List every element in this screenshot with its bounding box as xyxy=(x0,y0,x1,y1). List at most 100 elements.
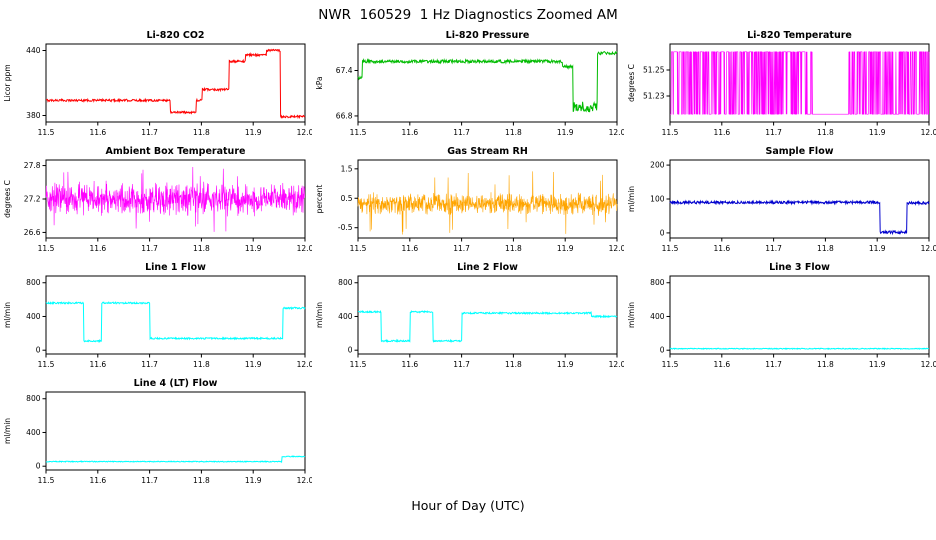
x-tick-label: 11.5 xyxy=(662,360,679,369)
x-tick-label: 11.6 xyxy=(89,244,106,253)
chart-line-2-flow: Line 2 Flow ml/min 11.5 11.6 11.7 11.8 11.9 12.… xyxy=(315,262,626,369)
x-tick-label: 11.5 xyxy=(38,476,55,485)
x-tick-label: 11.5 xyxy=(38,244,55,253)
panel-line-1-flow: Line 1 Flow ml/min 11.5 11.6 11.7 11.8 11.9 12.… xyxy=(0,260,314,376)
x-tick-label: 11.6 xyxy=(713,244,730,253)
panel-title: Ambient Box Temperature xyxy=(106,146,246,157)
x-axis-label: Hour of Day (UTC) xyxy=(411,498,525,513)
panel-li-820-co2: Li-820 CO2 Licor ppm 11.5 11.6 11.7 11.8 11.9 1… xyxy=(0,28,314,144)
y-tick-label: -0.5 xyxy=(338,223,353,232)
panel-li-820-pressure: Li-820 Pressure kPa 11.5 11.6 11.7 11.8 11.9 12… xyxy=(312,28,626,144)
axes: 11.5 11.6 11.7 11.8 11.9 12.0 66.8 67.4 xyxy=(336,43,626,137)
y-tick-label: 200 xyxy=(650,161,665,170)
data-series xyxy=(357,171,618,235)
y-tick-label: 800 xyxy=(338,278,353,287)
x-tick-label: 11.7 xyxy=(765,360,782,369)
x-tick-label: 12.0 xyxy=(609,128,624,137)
x-tick-label: 12.0 xyxy=(921,244,936,253)
x-tick-label: 11.7 xyxy=(141,476,158,485)
panel-title: Li-820 CO2 xyxy=(146,30,204,41)
axes: 11.5 11.6 11.7 11.8 11.9 12.0 0 400 800 xyxy=(26,275,314,369)
x-tick-label: 11.8 xyxy=(193,128,210,137)
x-tick-label: 11.8 xyxy=(505,244,522,253)
x-tick-label: 12.0 xyxy=(297,128,312,137)
main-title: NWR 160529 1 Hz Diagnostics Zoomed AM xyxy=(318,7,618,23)
y-axis-unit-label: degrees C xyxy=(3,180,12,218)
x-tick-label: 11.9 xyxy=(557,128,574,137)
axes: 11.5 11.6 11.7 11.8 11.9 12.0 0 400 800 xyxy=(650,275,936,369)
x-tick-label: 11.7 xyxy=(141,360,158,369)
y-tick-label: 27.2 xyxy=(24,195,41,204)
axes: 11.5 11.6 11.7 11.8 11.9 12.0 0 400 800 xyxy=(338,275,626,369)
x-tick-label: 11.9 xyxy=(869,128,886,137)
axes: 11.5 11.6 11.7 11.8 11.9 12.0 0 100 200 xyxy=(650,159,936,253)
axes: 11.5 11.6 11.7 11.8 11.9 12.0 51.23 51.25 xyxy=(643,43,936,137)
x-tick-label: 11.7 xyxy=(141,244,158,253)
x-tick-label: 11.6 xyxy=(401,360,418,369)
x-tick-label: 11.8 xyxy=(193,476,210,485)
x-tick-label: 11.8 xyxy=(505,360,522,369)
panel-title: Line 1 Flow xyxy=(145,262,206,273)
y-axis-unit-label: kPa xyxy=(315,76,324,89)
chart-line-1-flow: Line 1 Flow ml/min 11.5 11.6 11.7 11.8 11.9 12.… xyxy=(3,262,314,369)
panel-title: Line 4 (LT) Flow xyxy=(134,378,218,389)
y-tick-label: 400 xyxy=(338,312,353,321)
x-tick-label: 11.7 xyxy=(453,244,470,253)
panel-sample-flow: Sample Flow ml/min 11.5 11.6 11.7 11.8 11.9 12.… xyxy=(624,144,936,260)
x-tick-label: 11.7 xyxy=(765,244,782,253)
panel-ambient-box-temperature: Ambient Box Temperature degrees C 11.5 11.6… xyxy=(0,144,314,260)
y-axis-unit-label: ml/min xyxy=(3,302,12,328)
y-tick-label: 1.5 xyxy=(341,164,353,173)
x-tick-label: 12.0 xyxy=(609,244,624,253)
y-axis-unit-label: ml/min xyxy=(315,302,324,328)
x-tick-label: 11.9 xyxy=(245,128,262,137)
y-tick-label: 440 xyxy=(26,46,41,55)
plots-grid: Li-820 CO2 Licor ppm 11.5 11.6 11.7 11.8 11.9 1… xyxy=(0,28,936,492)
axes: 11.5 11.6 11.7 11.8 11.9 12.0 0 400 800 xyxy=(26,391,314,485)
x-tick-label: 11.7 xyxy=(453,360,470,369)
y-tick-label: 51.25 xyxy=(643,66,665,75)
y-tick-label: 27.8 xyxy=(24,161,41,170)
x-tick-label: 11.6 xyxy=(713,128,730,137)
y-axis-unit-label: percent xyxy=(315,185,324,214)
data-series xyxy=(45,48,306,120)
panel-title: Sample Flow xyxy=(765,146,833,157)
x-tick-label: 11.9 xyxy=(869,244,886,253)
x-tick-label: 11.6 xyxy=(401,128,418,137)
y-tick-label: 26.6 xyxy=(24,228,41,237)
x-tick-label: 11.5 xyxy=(350,360,367,369)
chart-line-3-flow: Line 3 Flow ml/min 11.5 11.6 11.7 11.8 11.9 12.… xyxy=(627,262,936,369)
data-series xyxy=(45,166,306,232)
y-tick-label: 380 xyxy=(26,111,41,120)
x-tick-label: 11.7 xyxy=(453,128,470,137)
x-tick-label: 11.6 xyxy=(89,128,106,137)
x-tick-label: 11.5 xyxy=(38,360,55,369)
panel-title: Gas Stream RH xyxy=(447,146,528,157)
x-tick-label: 11.7 xyxy=(141,128,158,137)
axes: 11.5 11.6 11.7 11.8 11.9 12.0 380 440 xyxy=(26,43,314,137)
data-series xyxy=(669,199,930,236)
x-tick-label: 12.0 xyxy=(297,360,312,369)
x-tick-label: 12.0 xyxy=(297,476,312,485)
x-tick-label: 11.8 xyxy=(193,360,210,369)
x-tick-label: 11.5 xyxy=(350,128,367,137)
y-tick-label: 800 xyxy=(26,278,41,287)
data-series xyxy=(45,455,306,464)
x-tick-label: 11.8 xyxy=(817,360,834,369)
x-tick-label: 11.9 xyxy=(557,360,574,369)
y-axis-unit-label: ml/min xyxy=(627,186,636,212)
panel-gas-stream-rh: Gas Stream RH percent 11.5 11.6 11.7 11.8 11.9… xyxy=(312,144,626,260)
panel-line-4-lt-flow: Line 4 (LT) Flow ml/min 11.5 11.6 11.7 11.8 11… xyxy=(0,376,314,492)
y-axis-unit-label: degrees C xyxy=(627,64,636,102)
x-tick-label: 11.5 xyxy=(38,128,55,137)
x-tick-label: 11.9 xyxy=(245,476,262,485)
y-tick-label: 0 xyxy=(36,346,41,355)
y-tick-label: 51.23 xyxy=(643,92,665,101)
x-tick-label: 11.9 xyxy=(557,244,574,253)
x-tick-label: 11.7 xyxy=(765,128,782,137)
y-axis-unit-label: Licor ppm xyxy=(3,64,12,101)
x-tick-label: 11.6 xyxy=(401,244,418,253)
y-tick-label: 100 xyxy=(650,195,665,204)
